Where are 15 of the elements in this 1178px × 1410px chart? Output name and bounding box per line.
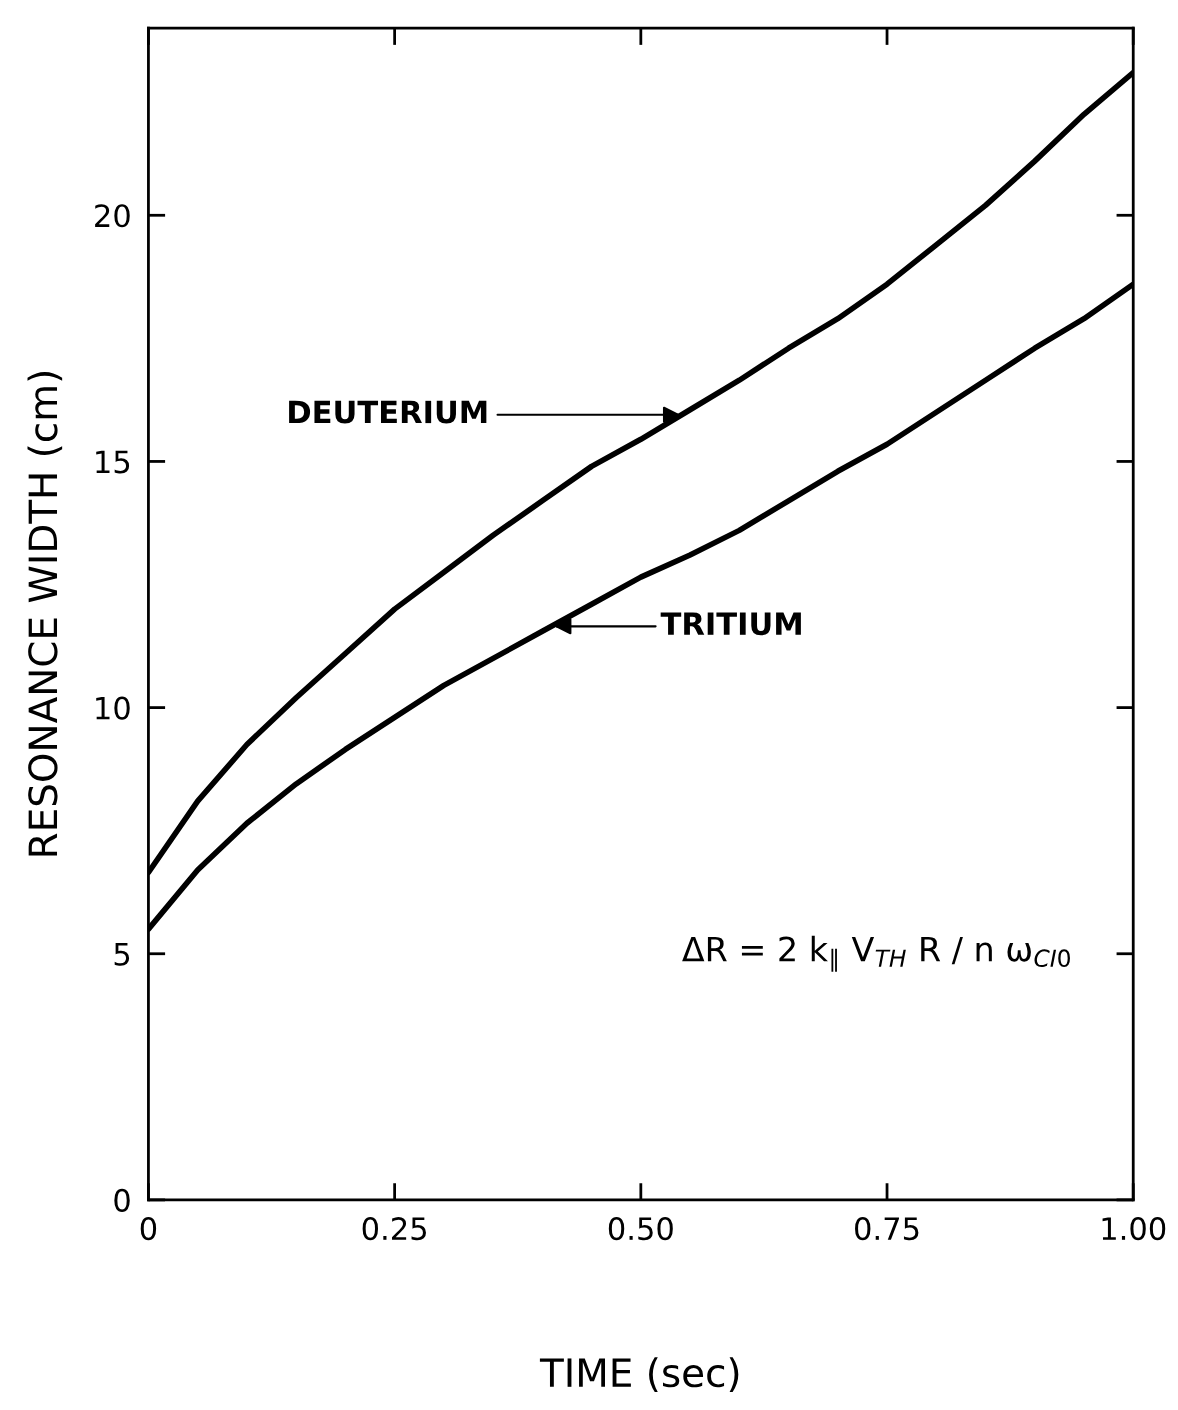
annotation: DEUTERIUM (289, 400, 487, 424)
y-tick-label: 5 (114, 943, 130, 966)
x-tick-label: 0.75 (855, 1217, 919, 1241)
annotation: TRITIUM (660, 612, 801, 636)
y-axis-title: RESONANCE WIDTH (cm) (27, 372, 63, 856)
x-tick-label: 0.50 (608, 1217, 673, 1241)
x-tick-label: 0.25 (362, 1217, 426, 1241)
y-tick-label: 20 (95, 204, 130, 228)
x-tick-label: 0 (140, 1217, 157, 1241)
y-tick-label: 15 (96, 450, 130, 474)
x-tick-label: 1.00 (1102, 1217, 1166, 1241)
y-tick-label: 10 (96, 696, 130, 720)
x-axis-title: TIME (sec) (539, 1357, 739, 1392)
y-tick-label: 0 (114, 1188, 130, 1212)
annotation: ΔR = 2 k$_{∥}$ V$_{TH}$ R / n ω$_{CI0}$ (682, 935, 1070, 972)
